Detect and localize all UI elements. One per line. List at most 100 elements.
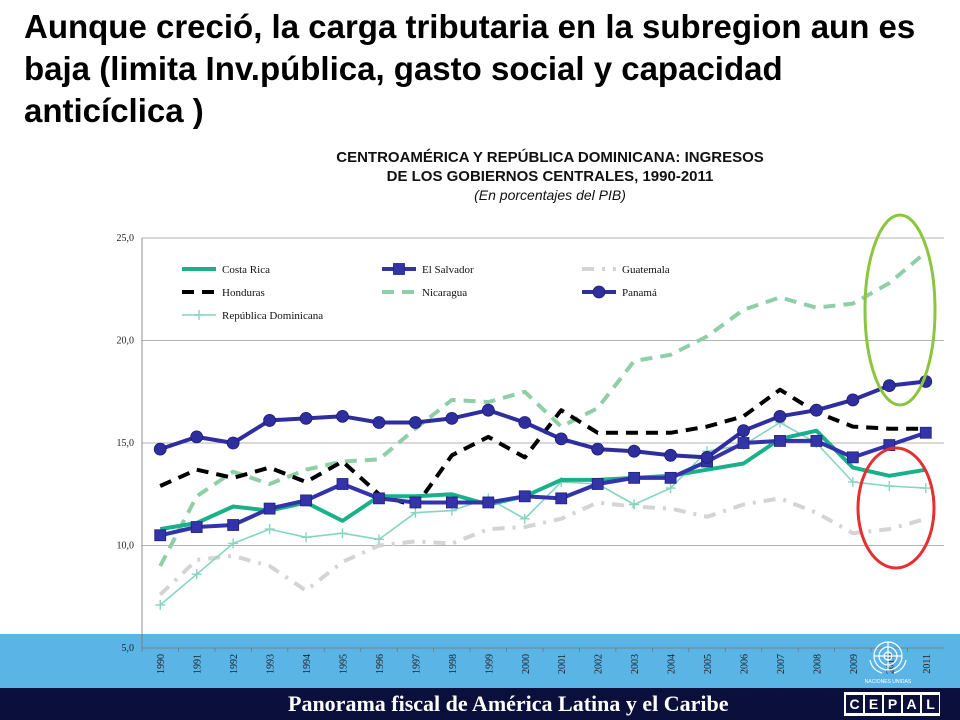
x-tick-label: 2008 xyxy=(812,654,823,674)
footer-bar: Panorama fiscal de América Latina y el C… xyxy=(0,688,960,720)
y-tick-label: 20,0 xyxy=(117,336,135,347)
x-tick-label: 1995 xyxy=(339,654,350,674)
cepal-logo-letter: C xyxy=(846,695,863,713)
cepal-logo-letter: A xyxy=(903,695,920,713)
data-point xyxy=(810,435,823,447)
series-honduras xyxy=(159,387,926,509)
series-line xyxy=(159,430,927,538)
cepal-logo-letter: E xyxy=(865,695,882,713)
legend-item: Costa Rica xyxy=(182,264,270,276)
x-tick-label: 1992 xyxy=(229,654,240,674)
cepal-logo-letter: P xyxy=(884,695,901,713)
legend-label: República Dominicana xyxy=(222,310,323,322)
series-guatemala xyxy=(158,496,927,597)
legend-item: Guatemala xyxy=(582,264,670,276)
data-point xyxy=(737,437,750,449)
x-tick-label: 2006 xyxy=(740,654,751,674)
data-point xyxy=(518,416,532,429)
legend-item: Panamá xyxy=(582,285,657,299)
data-point xyxy=(773,409,787,423)
x-tick-label: 2003 xyxy=(630,654,641,674)
footer-text: Panorama fiscal de América Latina y el C… xyxy=(288,691,729,716)
data-point xyxy=(190,521,203,533)
series-line xyxy=(159,379,927,460)
data-point xyxy=(409,416,422,429)
data-point xyxy=(884,481,895,492)
series-line xyxy=(158,250,928,567)
data-point xyxy=(409,496,422,509)
data-point xyxy=(810,403,823,417)
highlights xyxy=(856,213,937,570)
legend-label: El Salvador xyxy=(422,264,474,276)
series-line xyxy=(158,496,927,597)
x-tick-label: 1996 xyxy=(375,654,386,674)
x-tick-label: 2000 xyxy=(521,654,532,674)
data-point xyxy=(155,599,166,610)
y-tick-label: 10,0 xyxy=(117,541,135,552)
x-tick-label: 2011 xyxy=(922,654,933,674)
data-point xyxy=(846,451,859,464)
data-point xyxy=(372,416,386,429)
data-point xyxy=(518,490,531,503)
highlight-ellipse-green xyxy=(863,213,937,407)
legend-label: Guatemala xyxy=(622,264,670,276)
y-tick-label: 25,0 xyxy=(117,233,135,244)
legend-item: El Salvador xyxy=(382,263,474,276)
data-point xyxy=(882,379,896,393)
series-nicaragua xyxy=(158,250,928,567)
data-point xyxy=(482,496,495,509)
highlight-ellipse-red xyxy=(856,446,936,570)
x-tick-label: 2005 xyxy=(703,654,714,674)
chart-title-line-1: CENTROAMÉRICA Y REPÚBLICA DOMINICANA: IN… xyxy=(336,149,764,166)
series-line xyxy=(159,387,926,509)
data-point xyxy=(299,411,313,425)
data-point xyxy=(226,436,240,450)
x-tick-label: 2009 xyxy=(849,654,860,674)
x-tick-label: 2002 xyxy=(594,654,605,674)
legend-label: Panamá xyxy=(622,287,657,299)
data-point xyxy=(301,532,312,543)
legend-label: Honduras xyxy=(222,287,265,299)
legend-label: Nicaragua xyxy=(422,287,467,299)
data-point xyxy=(883,439,896,451)
series-panama xyxy=(153,375,933,464)
x-tick-label: 1999 xyxy=(484,654,495,674)
x-tick-label: 1994 xyxy=(302,654,313,674)
series-lines xyxy=(153,250,933,610)
x-tick-label: 1997 xyxy=(411,654,422,674)
data-point xyxy=(592,285,606,299)
data-point xyxy=(410,507,421,518)
legend-item: República Dominicana xyxy=(182,310,323,322)
x-tick-label: 1993 xyxy=(266,654,277,674)
data-point xyxy=(700,450,714,464)
data-point xyxy=(774,435,786,447)
data-point xyxy=(191,569,202,580)
data-point xyxy=(555,492,568,505)
data-point xyxy=(847,476,858,487)
data-point xyxy=(664,471,677,484)
data-point xyxy=(591,478,604,490)
legend-item: Honduras xyxy=(182,287,265,299)
data-point xyxy=(336,478,349,490)
x-tick-label: 1990 xyxy=(156,654,167,674)
data-point xyxy=(481,403,495,417)
legend-item: Nicaragua xyxy=(382,287,467,299)
data-point xyxy=(194,310,204,320)
data-point xyxy=(154,529,167,542)
series-el-salvador xyxy=(154,426,932,542)
data-point xyxy=(300,494,312,507)
data-point xyxy=(336,409,349,423)
data-point xyxy=(920,483,931,494)
data-point xyxy=(263,502,276,515)
chart-subtitle: (En porcentajes del PIB) xyxy=(474,187,626,203)
data-point xyxy=(393,263,405,275)
data-point xyxy=(264,524,275,535)
data-point xyxy=(919,426,932,439)
y-tick-label: 15,0 xyxy=(117,438,135,449)
x-tick-label: 2007 xyxy=(776,654,787,674)
data-point xyxy=(445,411,459,425)
data-point xyxy=(591,442,605,456)
bottom-band xyxy=(0,634,960,688)
cepal-logo-letter: L xyxy=(922,695,939,713)
